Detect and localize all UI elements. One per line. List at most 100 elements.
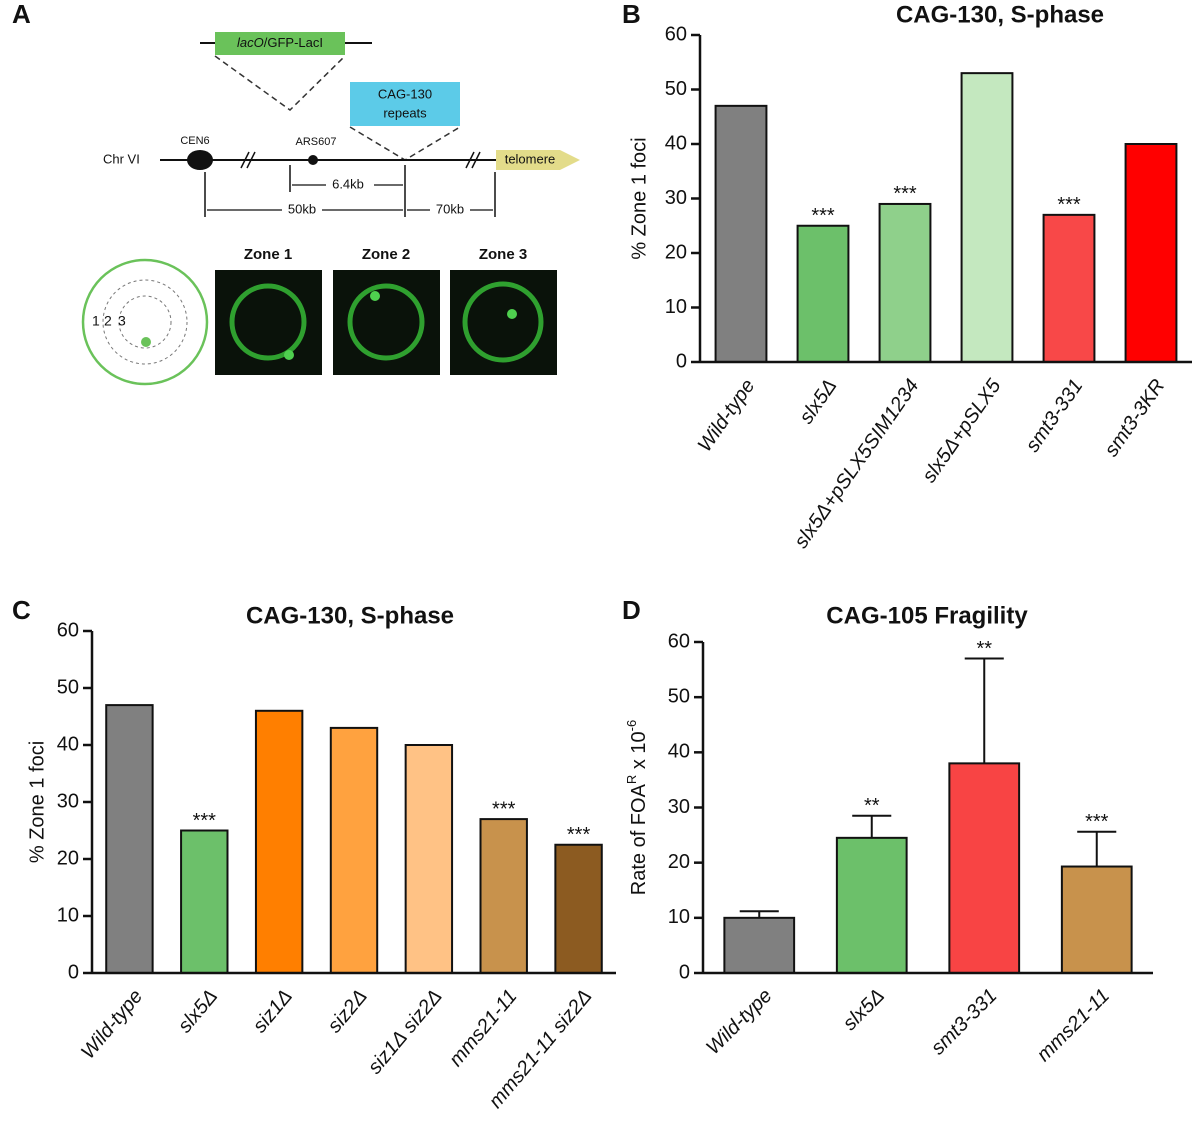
- significance: **: [976, 638, 992, 660]
- locus: [141, 337, 151, 347]
- bar: [180, 829, 229, 974]
- x-tick-label: slx5Δ: [795, 375, 841, 428]
- y-tick-label: 30: [57, 790, 79, 812]
- y-tick-label: 0: [679, 961, 690, 983]
- x-tick-label: siz2Δ: [324, 985, 372, 1037]
- significance: ***: [811, 205, 835, 227]
- nuclear-envelope: [347, 283, 425, 361]
- y-axis-label-part: x 10: [628, 731, 650, 774]
- zone-label: Zone 2: [362, 246, 410, 263]
- nuclear-envelope: [229, 283, 307, 361]
- panel-label: B: [622, 0, 641, 29]
- zone-number: 2: [104, 313, 112, 329]
- bar: [1124, 143, 1178, 363]
- construct-box: [215, 32, 345, 55]
- dashed-lines: [349, 126, 461, 161]
- x-tick-label: siz1Δ: [249, 985, 297, 1037]
- zone-label: Zone 1: [244, 246, 292, 263]
- zone-number: 3: [118, 313, 126, 329]
- chart-title: CAG-105 Fragility: [826, 602, 1028, 629]
- locus: [284, 350, 294, 360]
- significance: ***: [492, 798, 516, 820]
- panel-label: C: [12, 595, 31, 625]
- significance: ***: [193, 810, 217, 832]
- telomere-arrow: [496, 150, 580, 170]
- x-tick-label: smt3-331: [927, 985, 1002, 1060]
- x-tick-label: smt3-3KR: [1100, 375, 1169, 460]
- bar: [254, 709, 304, 974]
- x-tick-label: Wild-type: [702, 985, 776, 1059]
- y-tick-label: 60: [57, 619, 79, 641]
- bar: [714, 104, 768, 363]
- y-axis-label: % Zone 1 foci: [628, 137, 650, 259]
- y-tick-label: 40: [665, 132, 687, 154]
- x-tick-label: siz1Δ siz2Δ: [364, 985, 447, 1078]
- bar: [479, 818, 528, 974]
- bar: [723, 916, 796, 974]
- significance: ***: [1085, 811, 1109, 833]
- y-tick-label: 40: [57, 733, 79, 755]
- label-bg: [326, 176, 374, 193]
- bar: [948, 762, 1021, 974]
- x-tick-label: slx5Δ+pSLX5: [918, 375, 1006, 487]
- significance: ***: [893, 183, 917, 205]
- label-bg: [430, 201, 470, 218]
- bar: [796, 224, 850, 363]
- zone-boundary: [118, 295, 172, 349]
- chart-title: CAG-130, S-phase: [896, 1, 1104, 28]
- significance: ***: [1057, 194, 1081, 216]
- origin: [308, 155, 318, 165]
- repeats-label: CAG-130: [378, 86, 432, 101]
- y-tick-label: 50: [57, 676, 79, 698]
- y-tick-label: 40: [668, 741, 690, 763]
- bar: [105, 704, 154, 974]
- significance: **: [864, 795, 880, 817]
- centromere: [187, 150, 213, 170]
- origin-label: ARS607: [296, 136, 337, 148]
- zone-label: Zone 3: [479, 246, 527, 263]
- bar: [329, 726, 379, 975]
- distance-label: 50kb: [288, 201, 316, 216]
- y-axis-label-part: -6: [624, 720, 639, 732]
- y-tick-label: 50: [665, 78, 687, 100]
- y-tick-label: 30: [665, 187, 687, 209]
- y-tick-label: 20: [665, 241, 687, 263]
- x-tick-label: mms21-11: [1033, 985, 1114, 1066]
- bar: [835, 836, 908, 975]
- x-tick-label: slx5Δ: [174, 985, 222, 1037]
- y-tick-label: 60: [665, 23, 687, 45]
- y-tick-label: 0: [676, 350, 687, 372]
- zone-boundary: [102, 279, 188, 365]
- chart: C CAG-130, S-phase % Zone 1 foci 0 10 20 30 40 5…: [12, 595, 616, 1113]
- bar: [878, 202, 932, 363]
- repeats-box: [350, 82, 460, 126]
- y-tick-label: 0: [68, 961, 79, 983]
- y-tick-label: 10: [668, 906, 690, 928]
- chart: D CAG-105 Fragility Rate of FOAR x 10-6 0 10…: [622, 595, 1153, 1066]
- ticks: [204, 165, 496, 217]
- y-axis-label: Rate of FOAR x 10-6: [624, 720, 650, 895]
- distance-label: 6.4kb: [332, 176, 364, 191]
- repeats-label: repeats: [383, 105, 427, 120]
- y-axis-label: % Zone 1 foci: [26, 741, 48, 863]
- zone-number: 1: [92, 313, 100, 329]
- y-tick-label: 20: [668, 851, 690, 873]
- x-tick-label: slx5Δ: [839, 985, 889, 1035]
- y-tick-label: 10: [665, 296, 687, 318]
- significance: ***: [567, 824, 591, 846]
- telomere-label: telomere: [505, 151, 556, 166]
- nuclear-envelope: [462, 281, 544, 363]
- y-tick-label: 30: [668, 796, 690, 818]
- y-tick-label: 10: [57, 904, 79, 926]
- bar: [404, 744, 454, 974]
- y-tick-label: 20: [57, 847, 79, 869]
- x-tick-label: Wild-type: [694, 375, 760, 456]
- nucleus: [81, 258, 209, 386]
- y-tick-label: 50: [668, 685, 690, 707]
- break-marks: [240, 151, 481, 169]
- y-axis-label-part: R: [624, 775, 639, 784]
- label-bg: [282, 201, 322, 218]
- panel-a: A lacO/GFP-LacI CAG-130 repeats Chr VI C…: [12, 0, 580, 386]
- bar: [1060, 865, 1133, 974]
